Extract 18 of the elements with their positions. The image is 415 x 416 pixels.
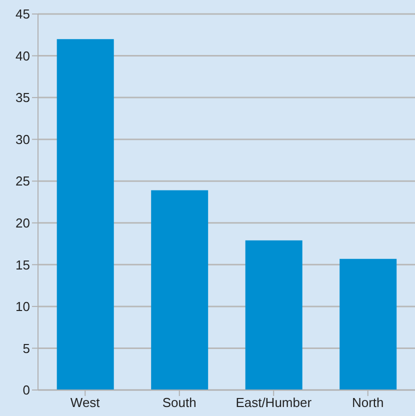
bar <box>245 240 302 390</box>
y-tick-label: 25 <box>16 174 30 189</box>
x-tick-label: West <box>70 395 100 410</box>
y-tick-label: 20 <box>16 216 30 231</box>
y-tick-label: 15 <box>16 257 30 272</box>
x-tick-label: South <box>162 395 196 410</box>
y-tick-label: 10 <box>16 299 30 314</box>
y-tick-label: 0 <box>22 382 30 398</box>
bar <box>340 258 397 390</box>
y-tick-label: 35 <box>16 90 30 106</box>
y-tick-label: 40 <box>16 48 30 64</box>
x-tick-label: North <box>352 395 384 410</box>
x-tick-label: East/Humber <box>236 395 312 410</box>
y-tick-label: 45 <box>16 6 30 22</box>
y-tick-label: 5 <box>22 340 30 356</box>
y-tick-label: 30 <box>16 132 30 147</box>
bar <box>56 39 114 390</box>
bar <box>151 190 208 390</box>
